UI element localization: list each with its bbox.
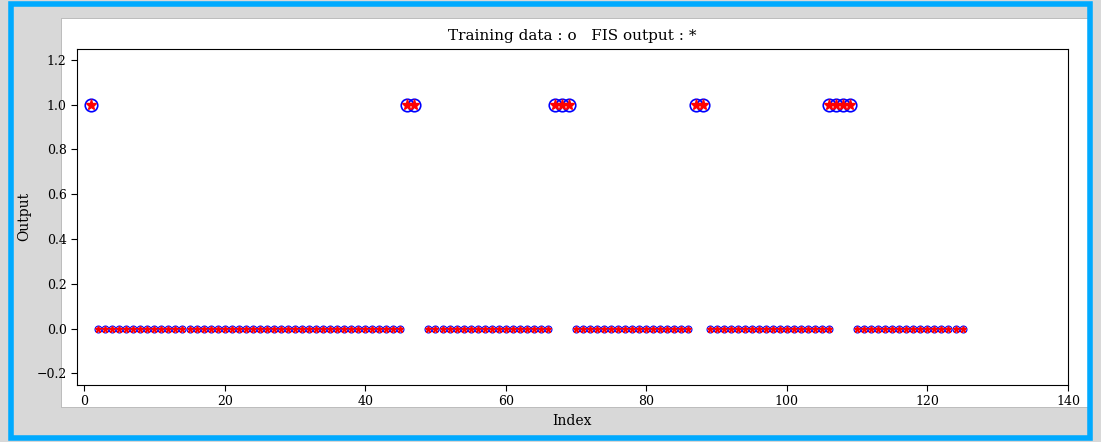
Y-axis label: Output: Output — [17, 192, 31, 241]
Title: Training data : o   FIS output : *: Training data : o FIS output : * — [448, 29, 697, 43]
X-axis label: Index: Index — [553, 414, 592, 427]
